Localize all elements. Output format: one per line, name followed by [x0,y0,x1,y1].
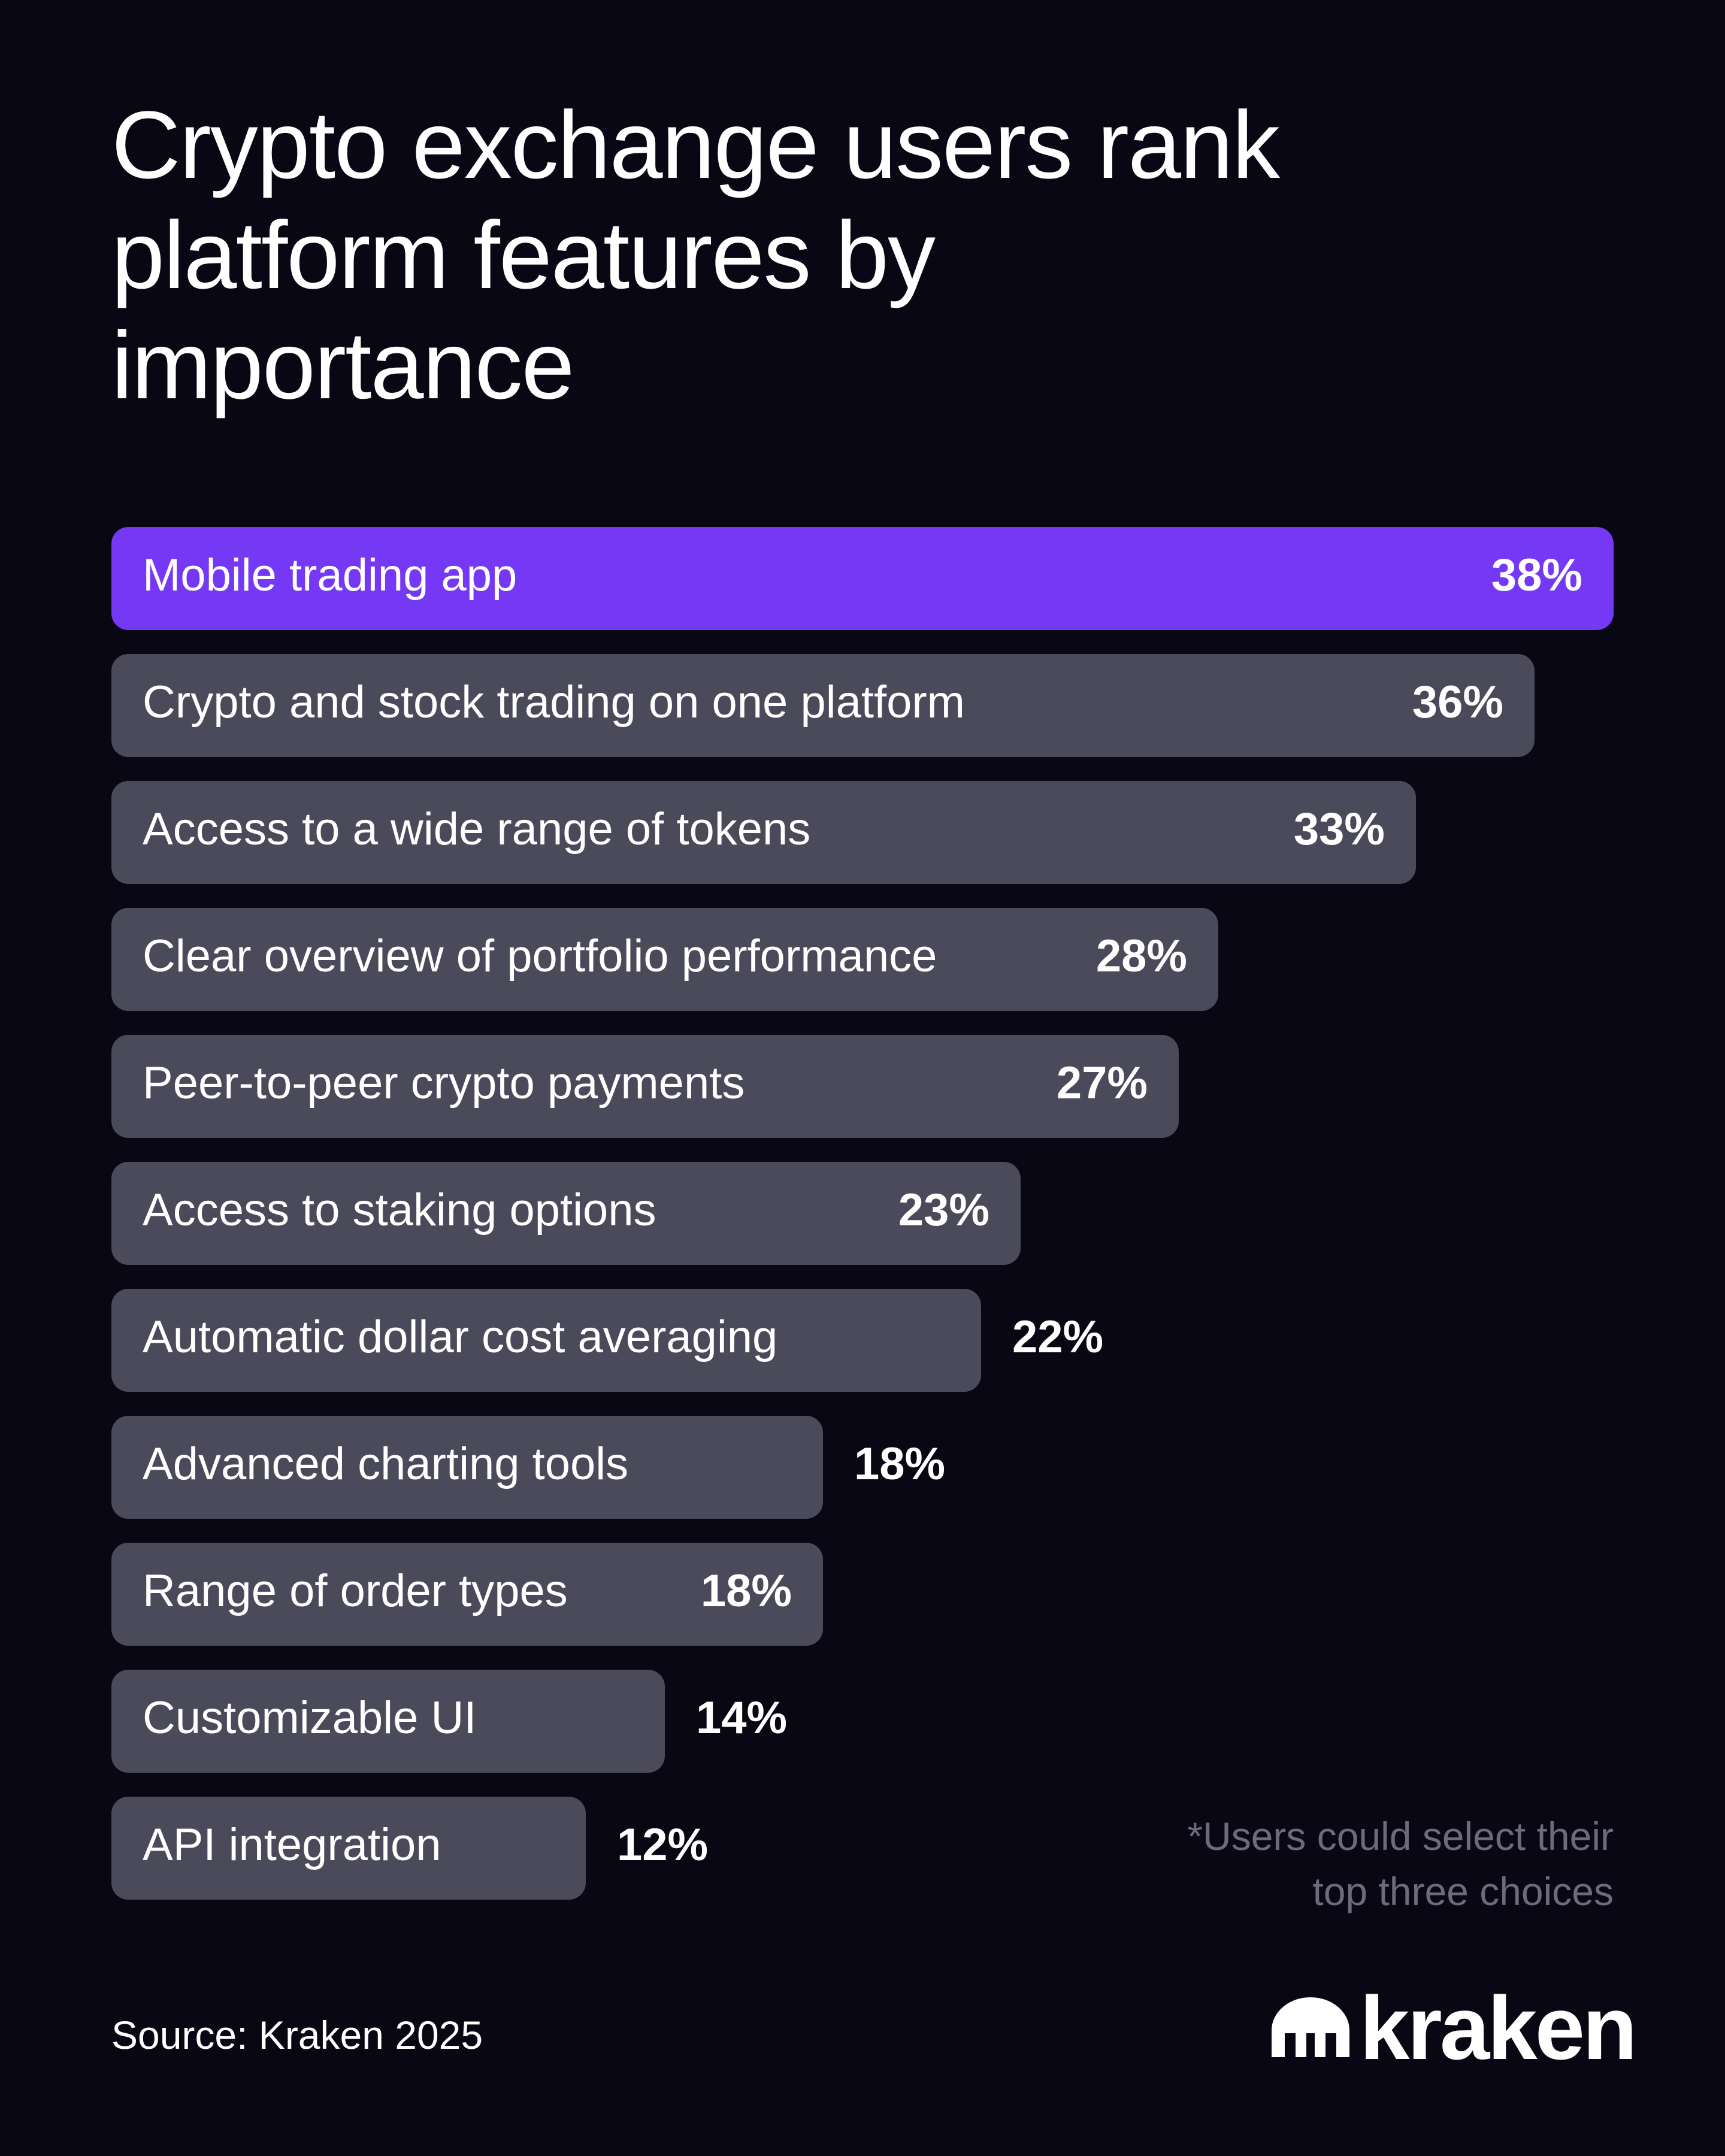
bar [111,654,1535,757]
category-label: Access to staking options [143,1185,656,1236]
source: Source: Kraken 2025 [111,2013,483,2057]
bar [111,527,1614,630]
category-label: Automatic dollar cost averaging [143,1312,777,1362]
value-label: 14% [696,1692,787,1743]
brand: kraken [1360,1978,1638,2078]
bar [111,1289,981,1392]
value-label: 12% [617,1819,708,1870]
category-label: Crypto and stock trading on one platform [143,677,965,728]
bar [111,1543,823,1646]
category-label: Clear overview of portfolio performance [143,931,937,982]
bar [111,781,1416,884]
value-label: 22% [1012,1312,1103,1362]
category-label: Advanced charting tools [143,1439,628,1489]
bar [111,1035,1179,1138]
value-label: 33% [1294,804,1385,855]
value-label: 36% [1412,677,1503,728]
logo-shape [1272,1997,1349,2057]
category-label: Mobile trading app [143,550,517,601]
category-label: Access to a wide range of tokens [143,804,810,855]
category-label: Peer-to-peer crypto payments [143,1058,745,1109]
brand-icon [1272,1997,1349,2057]
bar [111,1162,1021,1265]
category-label: API integration [143,1819,441,1870]
value-label: 38% [1491,550,1582,601]
footnote: *Users could select their top three choi… [1187,1814,1614,1913]
value-label: 18% [701,1565,792,1616]
category-label: Range of order types [143,1565,568,1616]
bar [111,1670,665,1773]
bar [111,1797,586,1900]
value-label: 27% [1057,1058,1148,1109]
chart-title: Crypto exchange users rank platform feat… [111,91,1280,419]
value-label: 28% [1096,931,1187,982]
value-label: 23% [898,1185,989,1236]
bar [111,1416,823,1519]
category-label: Customizable UI [143,1692,477,1743]
bar [111,908,1218,1011]
value-label: 18% [854,1439,945,1489]
